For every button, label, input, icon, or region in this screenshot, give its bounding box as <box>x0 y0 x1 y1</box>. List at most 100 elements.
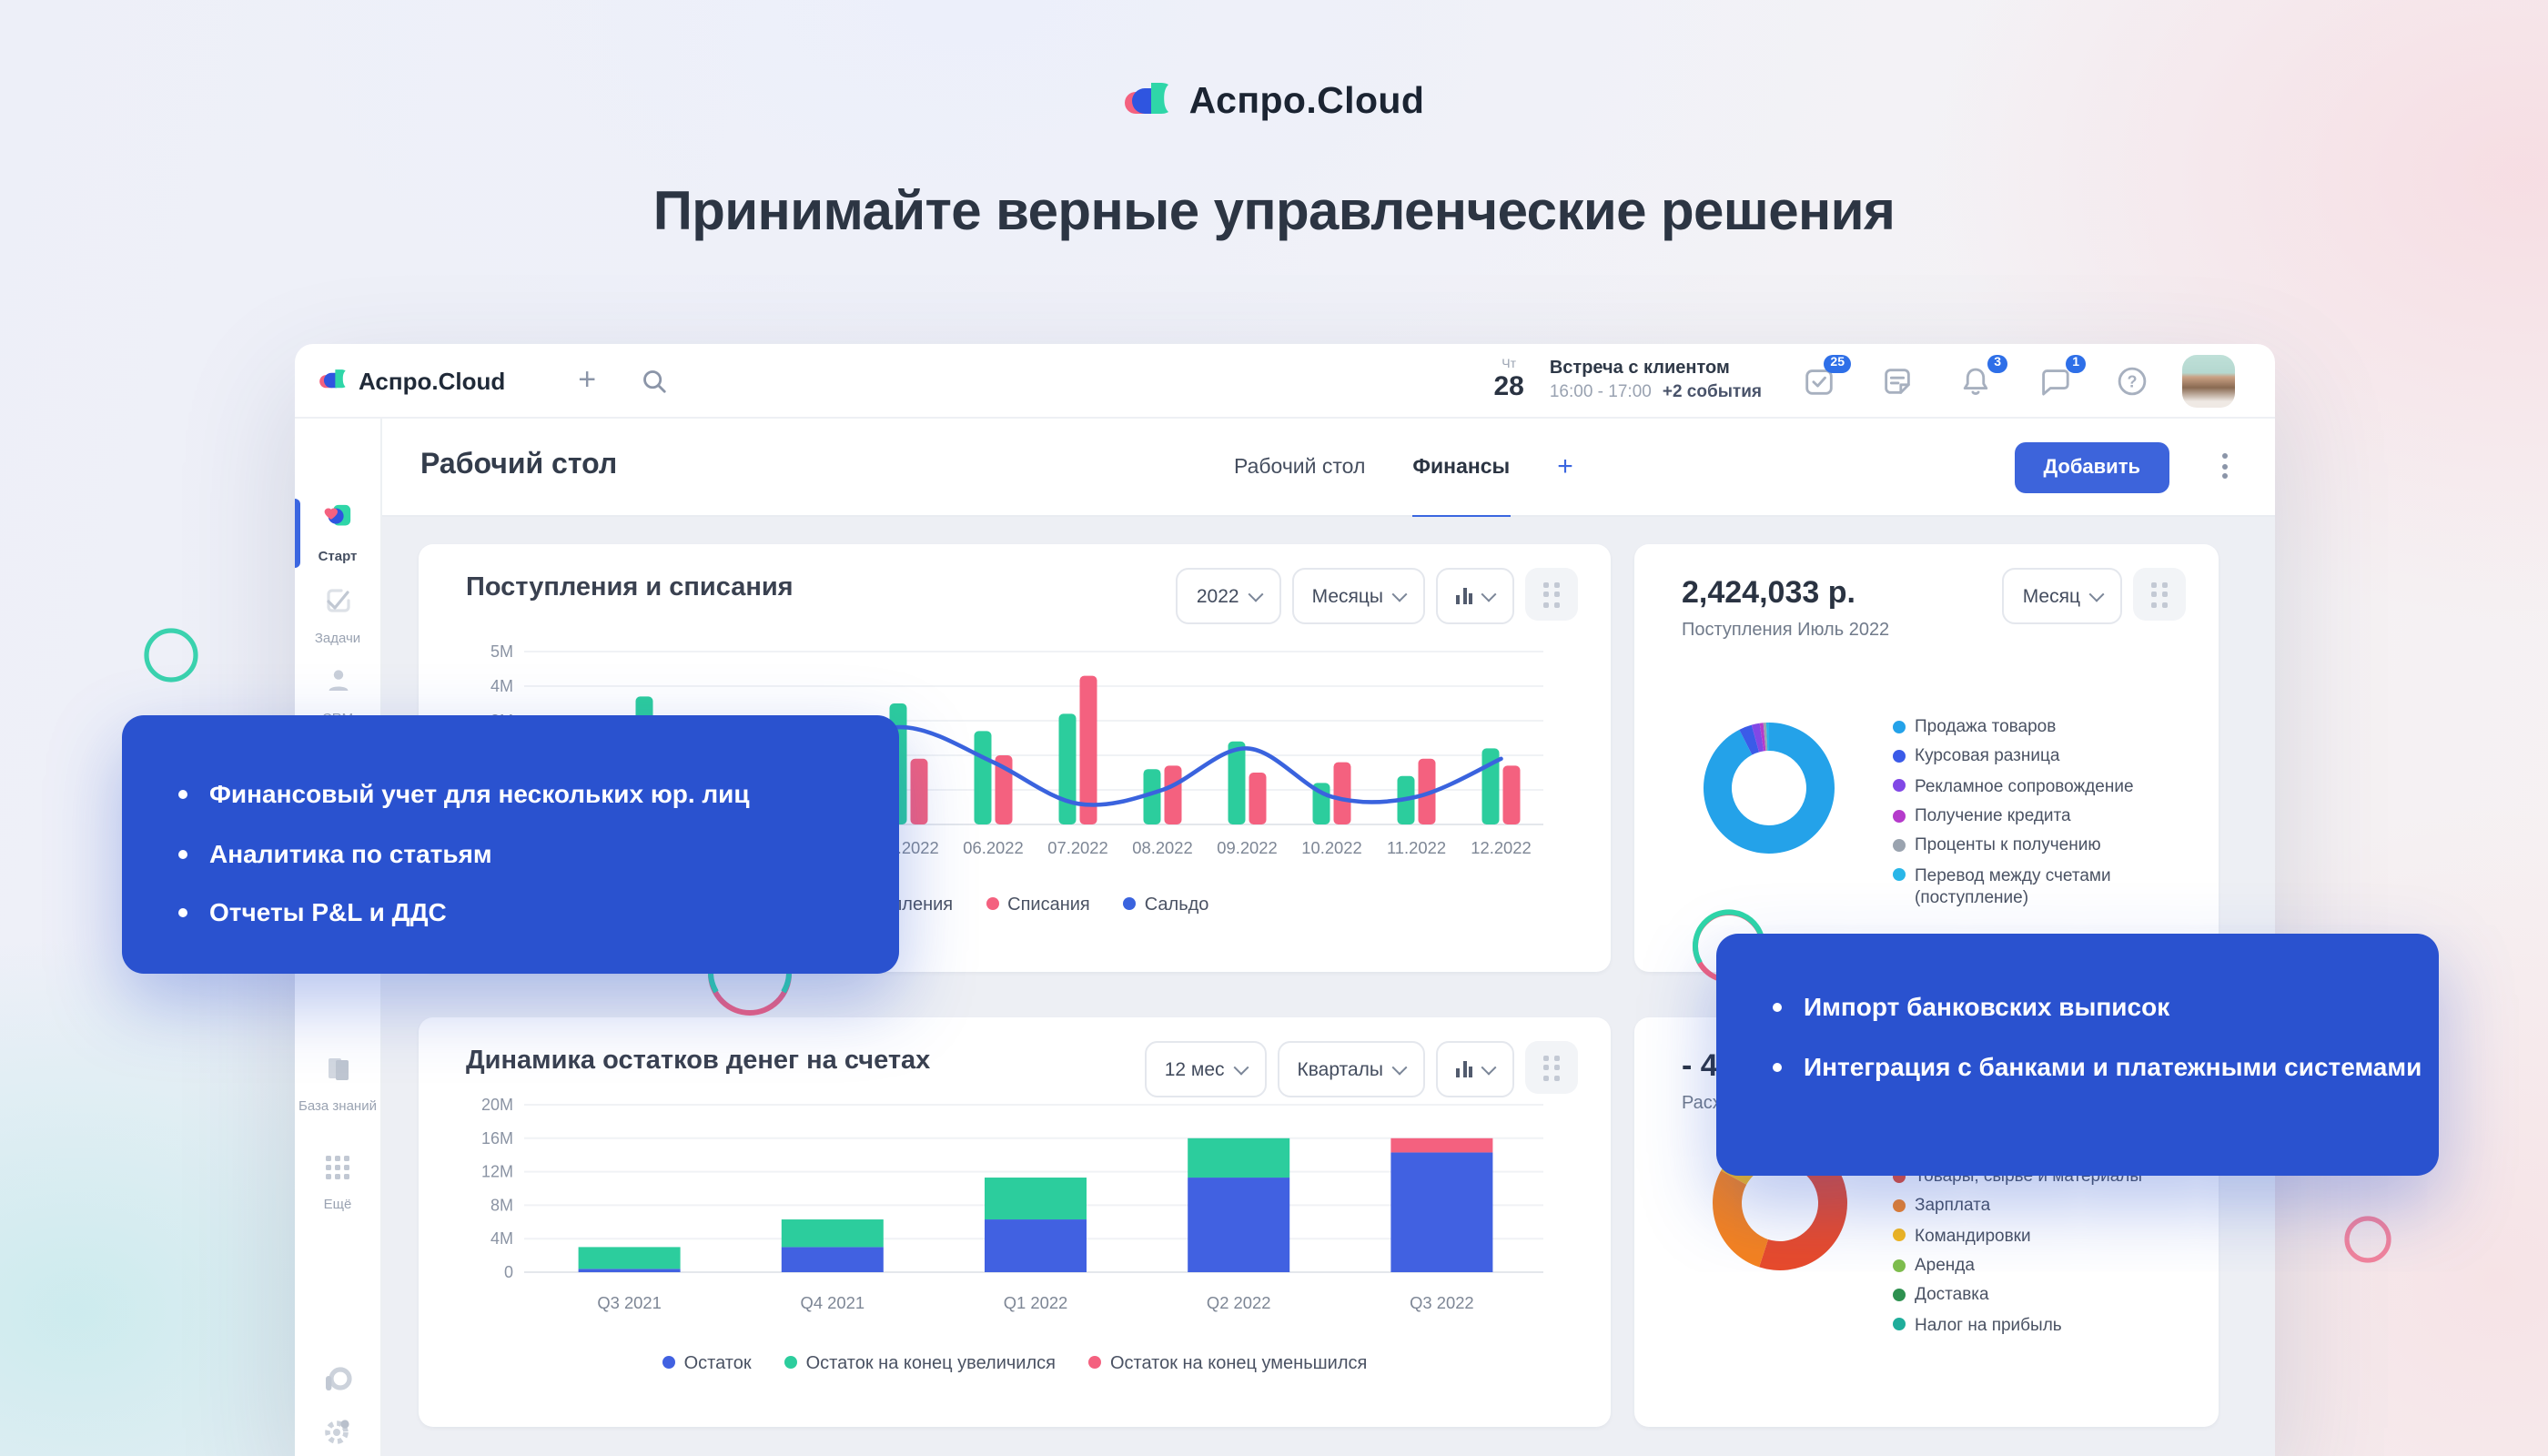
topbar-icons: 25 3 <box>1802 354 2149 398</box>
legend-item: Зарплата <box>1893 1197 2191 1219</box>
topbar-logo[interactable]: Аспро.Cloud <box>318 366 505 395</box>
drag-handle[interactable] <box>1525 1041 1578 1094</box>
legend-label: Продажа товаров <box>1915 717 2057 737</box>
legend-item: Рекламное сопровождение <box>1893 776 2191 799</box>
legend-item: Продажа товаров <box>1893 717 2191 740</box>
legend-item: Перевод между счетами (поступление) <box>1893 865 2191 910</box>
legend-label: Остаток на конец уменьшился <box>1109 1354 1368 1374</box>
messages-icon[interactable]: 1 <box>2037 354 2086 398</box>
search-icon[interactable] <box>640 367 667 394</box>
notes-icon[interactable] <box>1880 363 1915 398</box>
inbox-icon[interactable]: 25 <box>1802 354 1851 398</box>
months-filter-dropdown[interactable]: 12 мес <box>1144 1041 1267 1097</box>
svg-text:Q3 2022: Q3 2022 <box>1410 1293 1474 1312</box>
chevron-down-icon <box>1481 1058 1497 1075</box>
legend-item: Остаток на конец увеличился <box>784 1352 1056 1376</box>
year-filter-dropdown[interactable]: 2022 <box>1176 568 1281 624</box>
balance-chart: 20M 16M 12M 8M 4M 0 Q3 2021 Q4 2021 Q1 2022 Q2 20… <box>451 1096 1562 1343</box>
calendar-date[interactable]: Чт 28 <box>1493 359 1523 402</box>
svg-text:Q3 2021: Q3 2021 <box>597 1293 662 1312</box>
sidebar-item-label: База знаний <box>298 1097 377 1114</box>
income-donut-legend: Продажа товаров Курсовая разница Рекламное… <box>1893 717 2191 911</box>
flow-card-controls: 2022 Месяцы <box>1176 568 1578 624</box>
expense-amount: - 4 <box>1682 1048 1718 1083</box>
legend-dot-icon <box>1893 1228 1906 1242</box>
day-number: 28 <box>1493 371 1524 402</box>
balance-card-controls: 12 мес Кварталы <box>1144 1041 1578 1097</box>
drag-handle[interactable] <box>2133 568 2186 621</box>
legend-label: Перевод между счетами (поступление) <box>1915 865 2111 909</box>
legend-dot-icon <box>1122 896 1136 909</box>
product-logo-icon <box>322 1365 353 1405</box>
svg-text:11.2022: 11.2022 <box>1387 838 1446 857</box>
settings-gear-icon <box>322 1416 353 1456</box>
legend-dot-icon <box>1893 1288 1906 1301</box>
chevron-down-icon <box>2088 585 2105 602</box>
chart-type-dropdown[interactable] <box>1436 568 1514 624</box>
balance-card-title: Динамика остатков денег на счетах <box>466 1046 931 1076</box>
legend-label: Налог на прибыль <box>1915 1315 2062 1336</box>
legend-dot-icon <box>1893 838 1906 852</box>
svg-text:Q1 2022: Q1 2022 <box>1004 1293 1068 1312</box>
income-subtitle: Поступления Июль 2022 <box>1682 621 1890 641</box>
calendar-event[interactable]: Встреча с клиентом 16:00 - 17:00 +2 собы… <box>1550 359 1762 403</box>
sidebar-item-label: Ещё <box>323 1196 352 1212</box>
callout-bullet: Интеграция с банками и платежными систем… <box>1716 1047 2439 1087</box>
legend-label: Списания <box>1007 895 1090 915</box>
bar-chart-icon <box>1456 588 1472 604</box>
legend-label: Рекламное сопровождение <box>1915 776 2134 797</box>
add-tab-icon[interactable]: + <box>1557 451 1573 482</box>
user-avatar[interactable] <box>2182 354 2235 407</box>
expense-subtitle: Расх <box>1682 1094 1722 1114</box>
legend-item: Курсовая разница <box>1893 747 2191 770</box>
tasks-icon <box>323 586 352 624</box>
kebab-menu-icon[interactable] <box>2222 453 2228 479</box>
income-card-controls: Месяц <box>2002 568 2186 624</box>
legend-label: Доставка <box>1915 1285 1989 1306</box>
sidebar-item-задачи[interactable]: Задачи <box>295 586 380 648</box>
event-time: 16:00 - 17:00 <box>1549 382 1652 403</box>
legend-item: Сальдо <box>1122 894 1208 917</box>
svg-text:12.2022: 12.2022 <box>1471 838 1531 857</box>
page-headline: Принимайте верные управленческие решения <box>652 182 1896 242</box>
legend-dot-icon <box>1087 1355 1101 1368</box>
page-title: Рабочий стол <box>420 450 618 480</box>
month-filter-dropdown[interactable]: Месяц <box>2002 568 2122 624</box>
tab-finansy[interactable]: Финансы <box>1412 413 1511 521</box>
create-plus-icon[interactable]: + <box>578 362 597 397</box>
svg-text:Q2 2022: Q2 2022 <box>1207 1293 1271 1312</box>
income-amount: 2,424,033 р. <box>1682 575 1855 610</box>
svg-text:5M: 5M <box>490 642 513 661</box>
sidebar-item-product-logo-icon[interactable] <box>295 1365 380 1405</box>
page-header: Рабочий стол Рабочий стол Финансы + Доба… <box>382 419 2275 521</box>
flow-card-title: Поступления и списания <box>466 573 794 602</box>
sidebar-item-старт[interactable]: Старт <box>295 502 380 566</box>
legend-label: Командировки <box>1915 1226 2031 1247</box>
svg-text:8M: 8M <box>490 1196 513 1214</box>
sidebar-active-indicator <box>295 499 300 568</box>
period-filter-dropdown[interactable]: Месяцы <box>1291 568 1425 624</box>
drag-handle[interactable] <box>1525 568 1578 621</box>
card-income-donut: 2,424,033 р. Поступления Июль 2022 Месяц… <box>1634 544 2219 972</box>
callout-bullet: Аналитика по статьям <box>122 834 899 874</box>
quarters-filter-dropdown[interactable]: Кварталы <box>1277 1041 1425 1097</box>
chart-type-dropdown[interactable] <box>1436 1041 1514 1097</box>
features-callout-finance: Финансовый учет для нескольких юр. лиц Ан… <box>122 715 899 974</box>
notifications-bell-icon[interactable]: 3 <box>1958 354 2007 398</box>
sidebar-item-settings-gear-icon[interactable] <box>295 1416 380 1456</box>
balance-chart-legend: Остаток Остаток на конец увеличился Остато… <box>419 1352 1611 1376</box>
svg-text:10.2022: 10.2022 <box>1301 838 1361 857</box>
legend-dot-icon <box>986 896 999 909</box>
tab-rabochiy-stol[interactable]: Рабочий стол <box>1234 456 1366 478</box>
chevron-down-icon <box>1248 585 1264 602</box>
aspro-cloud-logo-icon <box>1125 83 1169 114</box>
callout-bullet-list: Финансовый учет для нескольких юр. лиц Ан… <box>122 715 899 934</box>
sidebar-item-база-знаний[interactable]: База знаний <box>295 1054 380 1116</box>
legend-dot-icon <box>1893 809 1906 823</box>
help-icon[interactable]: ? <box>2115 363 2149 398</box>
income-donut-chart <box>1685 704 1853 881</box>
add-widget-button[interactable]: Добавить <box>2014 442 2169 493</box>
sidebar-item-ещё[interactable]: Ещё <box>295 1154 380 1214</box>
messages-badge: 1 <box>2066 354 2086 372</box>
